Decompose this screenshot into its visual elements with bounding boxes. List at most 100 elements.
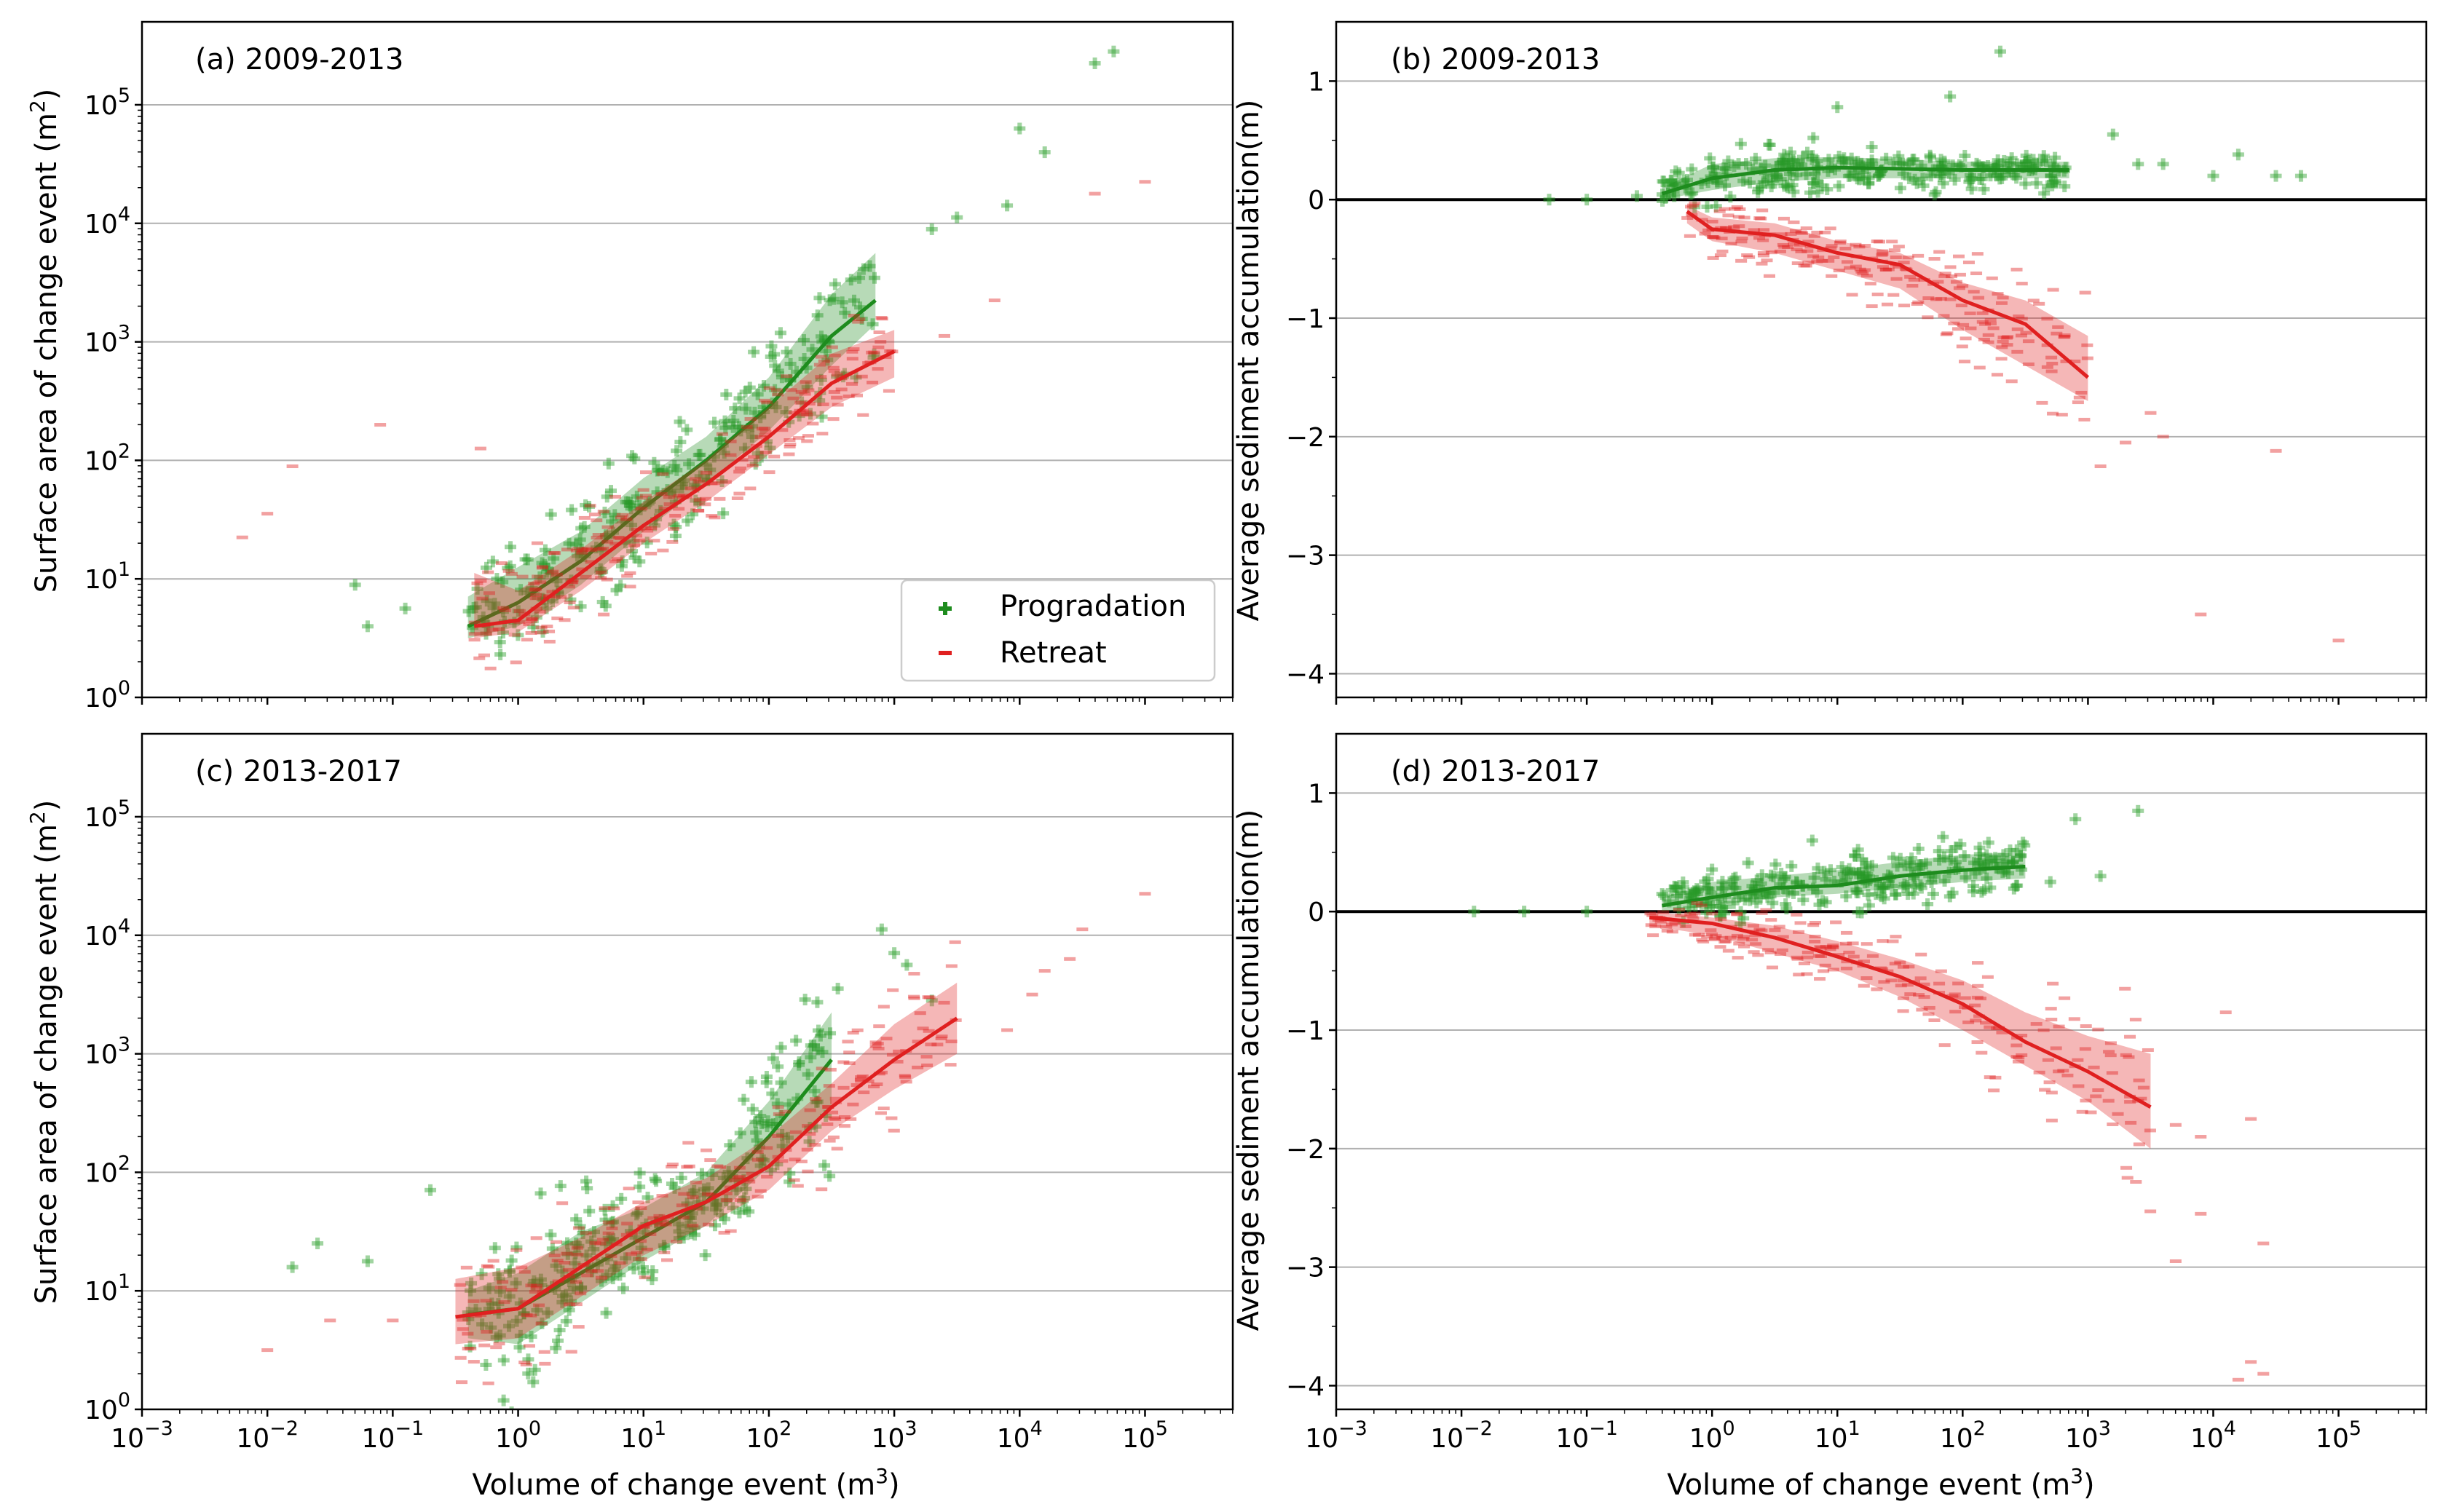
progradation-point [1769, 858, 1782, 871]
progradation-point [1897, 157, 1909, 170]
progradation-point [1662, 178, 1675, 191]
retreat-outlier [236, 535, 248, 539]
retreat-point [1871, 240, 1883, 244]
progradation-point [625, 502, 637, 515]
retreat-point [873, 1072, 885, 1076]
retreat-point [595, 570, 607, 574]
retreat-point [829, 353, 841, 357]
retreat-point [822, 1105, 834, 1109]
retreat-point [1955, 304, 1968, 308]
progradation-point [1935, 154, 1947, 166]
retreat-point [1801, 950, 1814, 954]
progradation-point [743, 1206, 755, 1218]
progradation-point [1777, 154, 1789, 166]
progradation-point [594, 563, 607, 575]
retreat-point [1944, 265, 1957, 269]
progradation-point [525, 1331, 537, 1343]
retreat-point [1660, 925, 1673, 929]
retreat-point [2013, 314, 2025, 319]
progradation-outlier [2294, 170, 2307, 182]
progradation-point [1843, 863, 1855, 875]
progradation-point [682, 515, 694, 527]
progradation-point [1842, 866, 1854, 879]
retreat-point [693, 480, 706, 484]
progradation-point [864, 260, 876, 272]
progradation-point [828, 293, 840, 305]
retreat-point [922, 995, 934, 1000]
x-tick-label: 100 [1689, 1417, 1735, 1454]
x-tick-label: 105 [2316, 1417, 2361, 1454]
progradation-point [1791, 876, 1803, 888]
retreat-point [1952, 981, 1965, 986]
progradation-mean-line [1661, 165, 2069, 196]
retreat-point [838, 1124, 850, 1128]
retreat-point [653, 1214, 666, 1218]
retreat-point [1949, 1010, 1962, 1014]
progradation-point [1684, 188, 1697, 200]
progradation-point [783, 1099, 795, 1111]
retreat-point [2078, 417, 2091, 421]
retreat-point [1957, 322, 1970, 327]
retreat-point [1748, 950, 1760, 954]
progradation-point [1821, 183, 1834, 196]
progradation-point [494, 1329, 506, 1342]
retreat-point [855, 1079, 867, 1083]
progradation-point [784, 1176, 796, 1188]
progradation-point [540, 602, 553, 614]
retreat-point [467, 1299, 480, 1303]
progradation-point [1684, 887, 1696, 900]
progradation-point [1915, 859, 1927, 871]
progradation-point [1872, 170, 1884, 182]
retreat-point [772, 1133, 784, 1138]
retreat-point [1716, 237, 1728, 241]
progradation-point [1999, 865, 2011, 877]
x-tick-label: 102 [1940, 1417, 1986, 1454]
retreat-point [1684, 912, 1697, 917]
progradation-point [600, 529, 612, 542]
retreat-point [1757, 253, 1769, 258]
progradation-point [566, 504, 578, 516]
retreat-point [525, 1283, 537, 1288]
progradation-point [1780, 898, 1792, 911]
progradation-point [617, 515, 629, 527]
progradation-point [1943, 890, 1956, 903]
progradation-point [1853, 173, 1866, 186]
progradation-point [839, 306, 851, 319]
progradation-band [467, 1012, 832, 1345]
retreat-point [481, 1264, 493, 1268]
retreat-point [531, 541, 543, 545]
progradation-point [648, 456, 660, 469]
retreat-point [1860, 976, 1873, 981]
retreat-point [1807, 923, 1820, 927]
retreat-point [797, 412, 809, 416]
progradation-point [483, 1302, 495, 1315]
retreat-point [581, 547, 593, 551]
progradation-point [563, 1304, 575, 1316]
retreat-point [535, 625, 548, 630]
retreat-point [457, 1327, 469, 1331]
retreat-point [543, 639, 556, 644]
progradation-point [1747, 163, 1759, 175]
retreat-point [1765, 918, 1777, 922]
retreat-point [1995, 301, 2008, 305]
progradation-point [503, 1264, 516, 1277]
retreat-point [1864, 282, 1876, 286]
retreat-point [1970, 1018, 1982, 1023]
retreat-point [2033, 1070, 2045, 1074]
progradation-point [1820, 874, 1832, 886]
retreat-point [526, 617, 538, 621]
progradation-point [642, 1191, 654, 1203]
retreat-point [585, 560, 597, 564]
retreat-point [657, 548, 669, 553]
progradation-point [1959, 871, 1972, 884]
progradation-point [1749, 880, 1761, 892]
retreat-point [2010, 1055, 2023, 1059]
retreat-point [492, 627, 505, 631]
retreat-point [783, 452, 795, 456]
progradation-point [599, 507, 611, 519]
progradation-point [1668, 190, 1681, 202]
retreat-point [716, 432, 728, 436]
retreat-point [1839, 247, 1852, 251]
retreat-point [534, 580, 547, 585]
retreat-point [1911, 302, 1923, 306]
